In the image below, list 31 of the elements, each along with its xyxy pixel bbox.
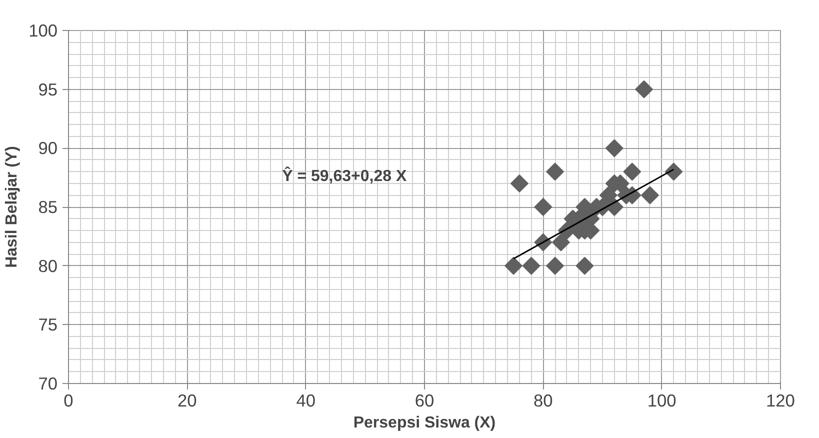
point: [546, 162, 564, 181]
point: [504, 256, 522, 275]
x-tick-label: 20: [178, 390, 197, 410]
point: [635, 80, 654, 98]
point: [664, 162, 683, 181]
x-tick-label: 80: [534, 390, 553, 410]
y-tick-label: 90: [38, 138, 58, 158]
point: [552, 233, 570, 252]
x-tick-label: 0: [64, 390, 74, 410]
y-tick-label: 95: [38, 79, 58, 100]
point: [522, 256, 540, 275]
y-tick-label: 80: [38, 256, 58, 276]
y-tick-label: 85: [38, 197, 58, 217]
x-tick-label: 120: [766, 390, 795, 410]
point: [605, 139, 624, 158]
point: [623, 162, 642, 181]
y-axis-title: Hasil Belajar (Y): [4, 146, 21, 268]
y-tick-label: 70: [38, 374, 58, 394]
point: [534, 198, 552, 216]
point: [599, 186, 618, 204]
x-tick-label: 100: [647, 390, 676, 410]
x-tick-label: 60: [414, 390, 434, 410]
point: [510, 174, 528, 192]
y-tick-label: 75: [38, 314, 58, 335]
point: [576, 256, 594, 275]
annotation: Ŷ = 59,63+0,28 X: [282, 166, 407, 185]
x-tick-label: 40: [296, 390, 316, 410]
point: [546, 256, 564, 275]
y-tick-label: 100: [28, 20, 58, 40]
point: [640, 186, 659, 204]
x-axis-title: Persepsi Siswa (X): [353, 414, 496, 432]
